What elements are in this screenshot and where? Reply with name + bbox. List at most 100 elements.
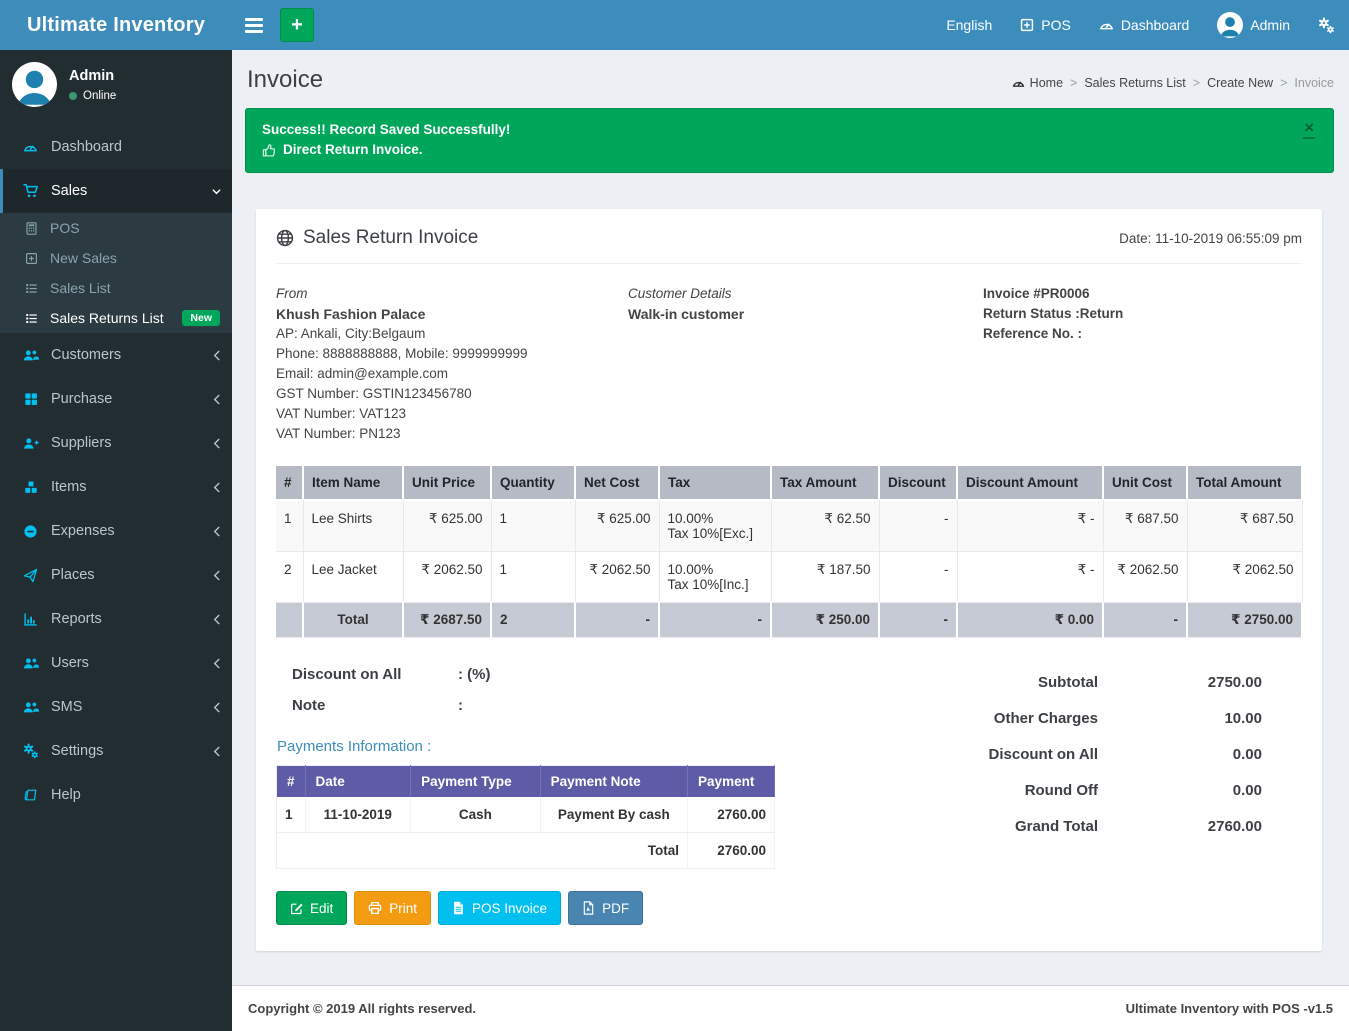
customer-name: Walk-in customer bbox=[628, 304, 983, 324]
sidebar-menu: Dashboard Sales POS bbox=[0, 125, 232, 817]
items-total-row: Total ₹ 2687.50 2 - - ₹ 250.00 - ₹ 0.00 … bbox=[276, 603, 1302, 638]
from-block: From Khush Fashion Palace AP: Ankali, Ci… bbox=[276, 284, 628, 444]
sidebar-item-sms[interactable]: SMS bbox=[0, 685, 232, 729]
angle-left-icon bbox=[212, 394, 222, 405]
submenu-item-pos[interactable]: POS bbox=[0, 213, 232, 243]
paper-plane-icon bbox=[22, 568, 39, 583]
invoice-meta-block: Invoice #PR0006 Return Status :Return Re… bbox=[983, 284, 1302, 444]
payments-table: # Date Payment Type Payment Note Payment… bbox=[276, 765, 775, 869]
sidebar-item-purchase[interactable]: Purchase bbox=[0, 377, 232, 421]
invoice-title: Sales Return Invoice bbox=[303, 227, 478, 249]
alert-submessage: Direct Return Invoice. bbox=[283, 140, 423, 160]
company-name: Khush Fashion Palace bbox=[276, 304, 628, 324]
sidebar-item-items[interactable]: Items bbox=[0, 465, 232, 509]
top-navbar: Ultimate Inventory + English POS Dashboa… bbox=[0, 0, 1349, 50]
cart-icon bbox=[22, 183, 39, 199]
list-icon bbox=[24, 312, 39, 325]
invoice-card: Sales Return Invoice Date: 11-10-2019 06… bbox=[256, 209, 1322, 951]
sales-submenu: POS New Sales Sales List bbox=[0, 213, 232, 333]
sidebar: Admin Online Dashboard Sales bbox=[0, 50, 232, 1031]
cogs-icon bbox=[1318, 17, 1335, 34]
submenu-item-sales-returns-list[interactable]: Sales Returns List New bbox=[0, 303, 232, 333]
round-off-row: Round Off 0.00 bbox=[922, 772, 1262, 808]
sidebar-item-suppliers[interactable]: Suppliers bbox=[0, 421, 232, 465]
sidebar-item-sales[interactable]: Sales bbox=[0, 169, 232, 213]
invoice-date: Date: 11-10-2019 06:55:09 pm bbox=[1119, 231, 1302, 246]
nav-pos-link[interactable]: POS bbox=[1006, 0, 1085, 50]
print-icon bbox=[368, 901, 382, 915]
user-avatar bbox=[1217, 12, 1243, 38]
sidebar-user-panel: Admin Online bbox=[0, 50, 232, 121]
submenu-item-sales-list[interactable]: Sales List bbox=[0, 273, 232, 303]
customer-heading: Customer Details bbox=[628, 284, 983, 304]
nav-dashboard-link[interactable]: Dashboard bbox=[1085, 0, 1204, 50]
calculator-icon bbox=[24, 222, 39, 235]
edit-icon bbox=[290, 902, 303, 915]
sidebar-item-help[interactable]: Help bbox=[0, 773, 232, 817]
users-icon bbox=[22, 348, 39, 363]
sidebar-item-dashboard[interactable]: Dashboard bbox=[0, 125, 232, 169]
sidebar-avatar bbox=[12, 62, 57, 107]
plus-square-icon bbox=[24, 252, 39, 265]
breadcrumb-home[interactable]: Home bbox=[1012, 76, 1063, 90]
version-text: Ultimate Inventory with POS -v1.5 bbox=[1126, 1001, 1333, 1016]
users-icon bbox=[22, 700, 39, 715]
dashboard-icon bbox=[1099, 18, 1114, 33]
angle-left-icon bbox=[212, 438, 222, 449]
alert-message: Success!! Record Saved Successfully! bbox=[262, 120, 1303, 140]
sidebar-item-places[interactable]: Places bbox=[0, 553, 232, 597]
payments-total-row: Total 2760.00 bbox=[277, 833, 775, 869]
pdf-file-icon bbox=[582, 901, 595, 915]
sidebar-item-customers[interactable]: Customers bbox=[0, 333, 232, 377]
table-row: 1 Lee Shirts ₹ 625.00 1 ₹ 625.00 10.00% … bbox=[276, 500, 1302, 552]
angle-left-icon bbox=[212, 526, 222, 537]
pdf-button[interactable]: PDF bbox=[568, 891, 643, 925]
nav-pos-label: POS bbox=[1041, 17, 1071, 33]
items-table: # Item Name Unit Price Quantity Net Cost… bbox=[276, 466, 1303, 638]
return-status: Return Status :Return bbox=[983, 304, 1302, 324]
customer-block: Customer Details Walk-in customer bbox=[628, 284, 983, 444]
settings-menu[interactable] bbox=[1304, 0, 1349, 50]
page-title: Invoice bbox=[247, 66, 323, 94]
breadcrumb-sales-returns-list[interactable]: Sales Returns List bbox=[1084, 76, 1185, 90]
angle-left-icon bbox=[212, 702, 222, 713]
payments-header-row: # Date Payment Type Payment Note Payment bbox=[277, 766, 775, 798]
copyright-text: Copyright © 2019 All rights reserved. bbox=[248, 1001, 476, 1016]
online-status-dot bbox=[69, 92, 77, 100]
sidebar-user-name: Admin bbox=[69, 68, 116, 84]
list-icon bbox=[24, 282, 39, 295]
users-icon bbox=[22, 656, 39, 671]
quick-add-button[interactable]: + bbox=[280, 8, 314, 42]
content-area: Invoice Home > Sales Returns List > Crea… bbox=[232, 50, 1349, 985]
user-menu[interactable]: Admin bbox=[1203, 0, 1304, 50]
sidebar-item-users[interactable]: Users bbox=[0, 641, 232, 685]
other-charges-row: Other Charges 10.00 bbox=[922, 700, 1262, 736]
angle-left-icon bbox=[212, 482, 222, 493]
plus-square-icon bbox=[1020, 18, 1034, 32]
user-plus-icon bbox=[22, 436, 39, 451]
close-icon[interactable]: × bbox=[1303, 119, 1315, 139]
grid-icon bbox=[22, 392, 39, 406]
print-button[interactable]: Print bbox=[354, 891, 431, 925]
brand-logo[interactable]: Ultimate Inventory bbox=[0, 0, 232, 50]
from-heading: From bbox=[276, 284, 628, 304]
breadcrumb-create-new[interactable]: Create New bbox=[1207, 76, 1273, 90]
sidebar-toggle-icon[interactable] bbox=[232, 0, 276, 50]
online-status-label: Online bbox=[83, 90, 116, 102]
minus-circle-icon bbox=[22, 524, 39, 539]
cogs-icon bbox=[22, 743, 39, 759]
invoice-number: Invoice #PR0006 bbox=[983, 284, 1302, 304]
file-icon bbox=[452, 901, 465, 915]
language-menu[interactable]: English bbox=[932, 0, 1006, 50]
submenu-item-new-sales[interactable]: New Sales bbox=[0, 243, 232, 273]
pos-invoice-button[interactable]: POS Invoice bbox=[438, 891, 561, 925]
angle-left-icon bbox=[212, 614, 222, 625]
reference-no: Reference No. : bbox=[983, 324, 1302, 344]
edit-button[interactable]: Edit bbox=[276, 891, 347, 925]
sidebar-item-reports[interactable]: Reports bbox=[0, 597, 232, 641]
success-alert: Success!! Record Saved Successfully! Dir… bbox=[245, 108, 1334, 173]
sidebar-item-settings[interactable]: Settings bbox=[0, 729, 232, 773]
payments-heading: Payments Information : bbox=[277, 738, 922, 755]
items-table-header-row: # Item Name Unit Price Quantity Net Cost… bbox=[276, 466, 1302, 500]
sidebar-item-expenses[interactable]: Expenses bbox=[0, 509, 232, 553]
